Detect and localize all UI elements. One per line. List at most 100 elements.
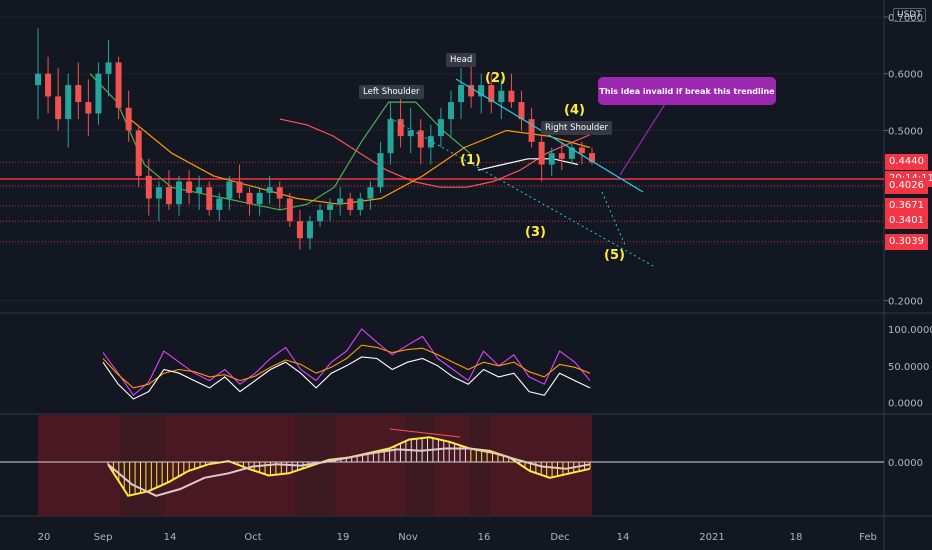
price-tick-label: 0.2000 (888, 297, 923, 308)
signal-line (107, 447, 591, 497)
candle-body (45, 73, 52, 97)
trendline-drawings[interactable] (389, 78, 666, 268)
candle-body (165, 187, 172, 205)
price-tag: 0.3401 (885, 213, 928, 230)
left-shoulder-label[interactable]: Left Shoulder (359, 85, 424, 99)
candle-body (387, 119, 394, 154)
time-tick-label: 20 (38, 532, 51, 543)
candle-body (155, 187, 162, 199)
candle-body (186, 181, 193, 193)
price-tick-label: 0.5000 (888, 126, 923, 137)
candle-body (488, 85, 495, 103)
oscillator-tick-label: 50.0000 (888, 362, 929, 373)
price-tick-label: 0.6000 (888, 70, 923, 81)
time-tick-label: 2021 (699, 532, 724, 543)
candle-body (447, 102, 454, 120)
price-axis-labels: 0.7000 0.6000 0.5000 0.2000 100.0000 50.0000 0… (884, 13, 932, 469)
candle-body (468, 85, 475, 97)
price-tag: 0.3671 (885, 197, 928, 214)
macd-panel (107, 436, 591, 497)
candle-body (246, 192, 253, 205)
macd-background-bands (38, 415, 592, 516)
time-tick-label: Feb (859, 532, 877, 543)
candle-body (538, 141, 545, 165)
price-tag: 0.4440 (885, 154, 928, 171)
candle-body (105, 62, 112, 74)
candle-body (55, 96, 62, 120)
candle-body (65, 85, 72, 120)
candle-body (417, 130, 424, 148)
time-tick-label: Nov (398, 532, 418, 543)
candle-body (135, 130, 142, 176)
time-tick-label: 14 (164, 532, 177, 543)
time-tick-label: 19 (337, 532, 350, 543)
candle-body (125, 107, 132, 131)
candle-body (357, 198, 364, 210)
candle-body (458, 85, 465, 103)
candle-body (558, 153, 565, 159)
wave-5-label[interactable]: (5) (604, 248, 625, 263)
candle-body (327, 204, 334, 210)
right-shoulder-label[interactable]: Right Shoulder (541, 121, 612, 135)
oscillator-tick-label: 0.0000 (888, 399, 923, 410)
moving-averages (89, 73, 601, 211)
currency-label[interactable]: USDT (893, 8, 926, 22)
candle-body (286, 198, 293, 222)
candle-body (377, 153, 384, 188)
candle-body (478, 85, 485, 97)
candle-body (266, 187, 273, 193)
candle-body (145, 175, 152, 199)
candle-body (407, 130, 414, 137)
candle-body (528, 119, 535, 142)
candle-body (317, 209, 324, 222)
candle-body (397, 119, 404, 137)
macd-bg-band-dark (470, 415, 490, 516)
wave-1-label[interactable]: (1) (460, 153, 481, 168)
wave-3-label[interactable]: (3) (525, 225, 546, 240)
oscillator-panel (102, 328, 591, 400)
candle-body (85, 102, 92, 114)
divergence-line[interactable] (389, 428, 461, 438)
time-tick-label: Dec (550, 532, 569, 543)
time-axis-labels: 20 Sep 14 Oct 19 Nov 16 Dec 14 2021 18 Feb (38, 532, 877, 543)
candle-body (508, 90, 515, 103)
time-tick-label: 16 (478, 532, 491, 543)
descending-trendline[interactable] (455, 78, 644, 193)
candle-body (498, 90, 505, 103)
candle-body (568, 147, 575, 159)
candle-body (337, 198, 344, 205)
macd-bg-band-dark (120, 415, 165, 516)
candle-body (437, 119, 444, 137)
wave-4-label[interactable]: (4) (564, 103, 585, 118)
oscillator-tick-label: 100.0000 (888, 325, 932, 336)
channel-lower-line[interactable] (389, 117, 656, 268)
price-tag: 0.4026 (885, 177, 928, 194)
oscillator-line (102, 356, 591, 400)
time-tick-label: Oct (244, 532, 261, 543)
candle-body (578, 147, 585, 154)
macd-bg-band-dark (405, 415, 435, 516)
price-tag: 0.3039 (885, 233, 928, 250)
head-label[interactable]: Head (446, 53, 477, 67)
candle-body (296, 221, 303, 239)
time-tick-label: 18 (790, 532, 803, 543)
candle-body (548, 153, 555, 165)
candlestick-series (35, 28, 595, 250)
candle-body (236, 181, 243, 193)
candle-body (427, 136, 434, 148)
candle-body (306, 221, 313, 239)
candle-body (95, 73, 102, 114)
candle-body (518, 102, 525, 120)
candle-body (75, 85, 82, 103)
time-tick-label: Sep (94, 532, 113, 543)
candle-body (115, 62, 122, 108)
candle-body (347, 198, 354, 210)
candle-body (256, 192, 263, 205)
candle-body (589, 153, 595, 163)
candle-body (196, 187, 203, 193)
oscillator-line (102, 328, 591, 397)
wave-2-label[interactable]: (2) (485, 71, 506, 86)
candle-body (276, 187, 283, 199)
invalidation-callout[interactable]: This idea invalid if break this trendlin… (598, 77, 776, 105)
